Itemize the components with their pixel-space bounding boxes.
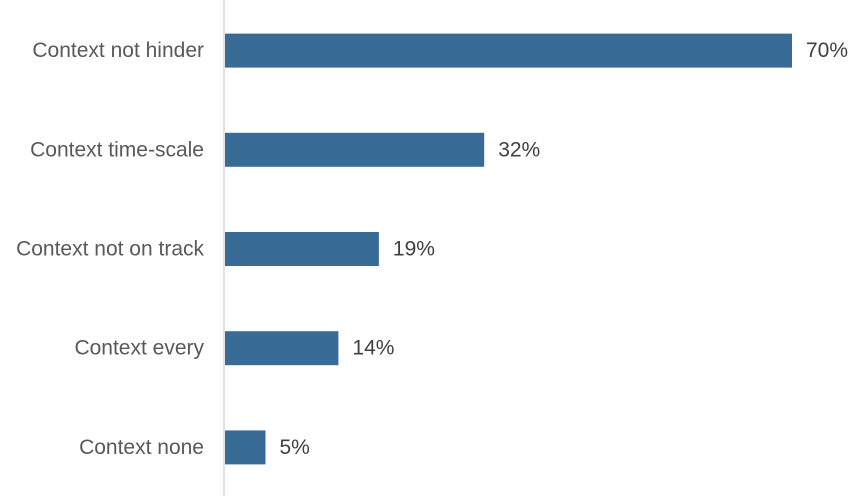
bar-4 [225,430,266,465]
category-label-4: Context none [79,436,204,459]
bar-1 [225,132,485,167]
category-label-3: Context every [74,337,204,360]
category-label-1: Context time-scale [30,138,204,161]
bar-0 [225,33,792,68]
bars-group [225,33,792,465]
value-label-2: 19% [393,238,435,261]
bar-2 [225,232,379,266]
value-labels-group: 70% 32% 19% 14% 5% [280,39,849,459]
category-label-0: Context not hinder [32,39,204,62]
value-label-0: 70% [806,39,848,62]
value-label-1: 32% [498,138,540,161]
bar-3 [225,331,339,366]
value-label-3: 14% [352,337,394,360]
category-label-2: Context not on track [16,238,204,261]
category-labels-group: Context not hinder Context time-scale Cont… [16,39,204,459]
value-label-4: 5% [280,436,310,459]
